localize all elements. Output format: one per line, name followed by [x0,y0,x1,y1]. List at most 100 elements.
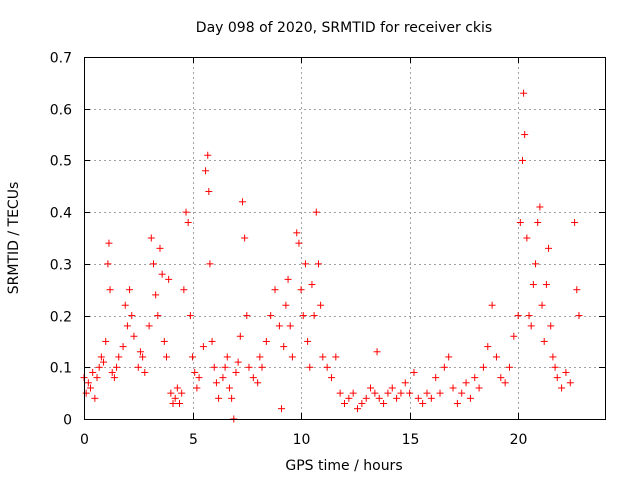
data-point [205,187,213,195]
data-point [310,312,318,320]
data-point [91,394,99,402]
data-point [566,379,574,387]
data-point [262,337,270,345]
data-point [275,322,283,330]
data-point [180,286,188,294]
data-point [484,343,492,351]
data-point [575,312,583,320]
data-point [210,363,218,371]
data-point [110,374,118,382]
data-point [341,399,348,407]
data-point [267,312,275,320]
data-point [527,322,535,330]
data-point [165,275,173,283]
data-point [215,394,223,402]
data-point [514,312,522,320]
data-point [115,353,123,361]
x-tick-label: 20 [510,432,528,448]
data-point [532,260,540,268]
y-tick-label: 0.2 [50,310,72,326]
y-tick-label: 0.1 [50,361,72,377]
data-point [128,312,136,320]
x-axis-label: GPS time / hours [285,458,402,474]
data-point [297,286,305,294]
data-point [173,384,181,392]
data-point [189,353,197,361]
data-point [319,353,327,361]
data-point [219,374,227,382]
data-points [80,89,583,423]
data-point [280,343,288,351]
data-point [306,363,314,371]
data-point [317,301,325,309]
data-point [254,379,262,387]
data-point [540,337,548,345]
data-point [538,301,546,309]
data-point [293,229,301,237]
data-point [312,208,320,216]
data-point [423,389,431,397]
data-point [119,343,127,351]
data-point [388,384,396,392]
data-point [414,394,422,402]
data-point [243,312,251,320]
data-point [178,389,186,397]
data-point [152,291,160,299]
data-point [545,244,553,252]
data-point [282,301,290,309]
data-point [271,286,279,294]
data-point [225,384,233,392]
data-point [349,389,357,397]
data-point [488,301,496,309]
data-point [519,156,527,164]
data-point [521,131,529,139]
data-point [113,363,121,371]
data-point [327,374,335,382]
data-point [258,363,266,371]
data-point [202,167,210,175]
data-point [458,389,466,397]
data-point [475,384,483,392]
x-tick-label: 10 [293,432,311,448]
y-axis-label: SRMTID / TECUs [6,182,22,295]
data-point [510,332,518,340]
data-point [492,353,500,361]
data-point [234,358,242,366]
data-point [160,337,168,345]
data-point [558,384,566,392]
data-point [97,353,105,361]
data-point [516,218,524,226]
data-point [100,358,108,366]
data-point [520,89,528,97]
data-point [562,368,570,376]
data-point [186,312,194,320]
data-point [191,368,199,376]
data-point [536,203,544,211]
data-point [419,399,427,407]
data-point [367,384,375,392]
data-point [406,389,414,397]
data-point [228,394,236,402]
data-point [249,374,257,382]
data-point [453,399,461,407]
data-point [380,399,388,407]
data-point [89,368,97,376]
data-point [106,286,114,294]
data-point [288,353,296,361]
data-point [193,384,201,392]
data-point [410,368,418,376]
data-point [184,218,192,226]
plot-frame [84,57,606,420]
x-tick-label: 5 [189,432,198,448]
data-point [286,322,294,330]
data-point [136,348,144,356]
data-point [212,379,220,387]
data-point [145,322,153,330]
data-point [440,363,448,371]
data-point [238,198,246,206]
data-point [204,151,212,159]
data-point [295,239,303,247]
data-point [553,374,561,382]
data-point [223,353,231,361]
